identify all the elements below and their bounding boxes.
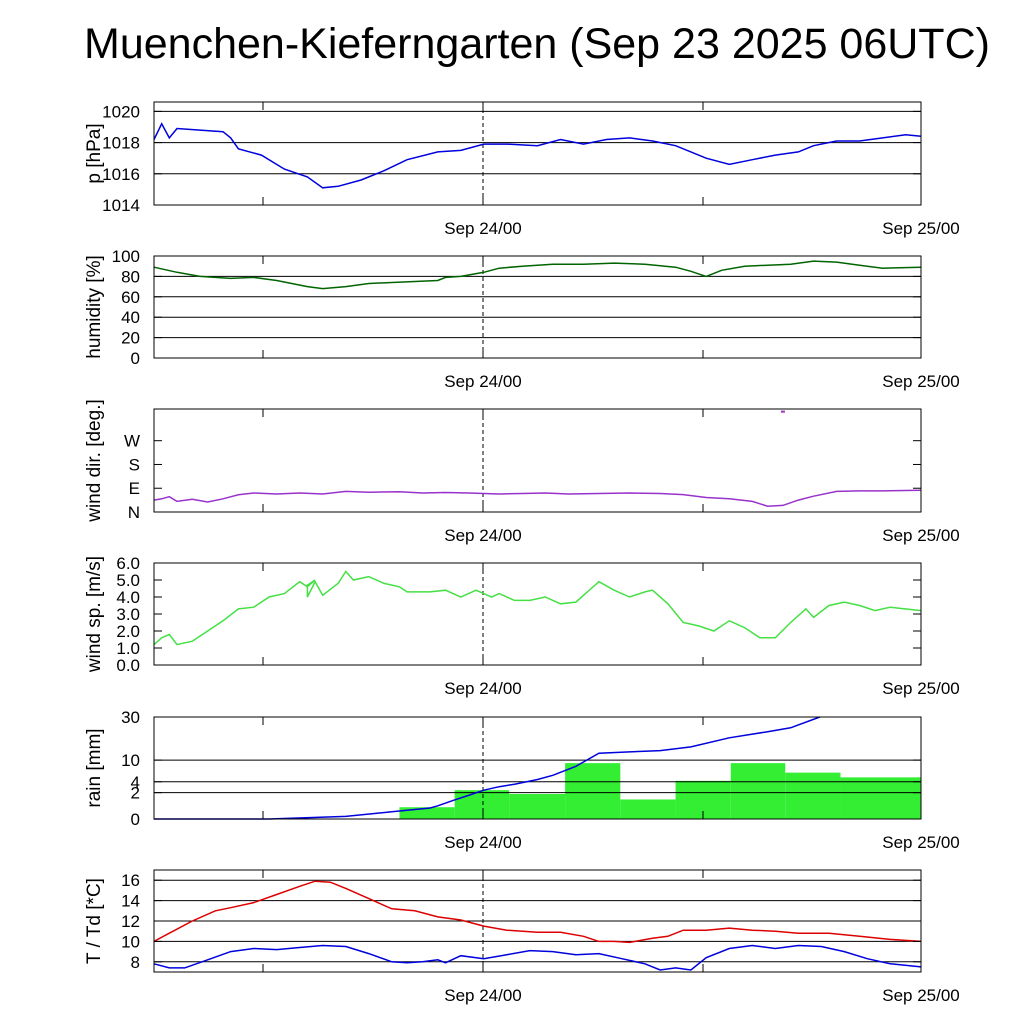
y-tick-label: N	[128, 503, 140, 522]
y-tick-label: 1.0	[116, 639, 140, 658]
y-axis-label: wind dir. [deg.]	[84, 399, 105, 523]
y-tick-label: 100	[112, 247, 140, 266]
panel-frame	[153, 562, 922, 666]
y-tick-label: 30	[121, 708, 140, 727]
y-tick-label: 1020	[102, 102, 140, 121]
x-tick-label: Sep 24/00	[444, 372, 522, 391]
y-axis-label: p [hPa]	[84, 123, 105, 183]
panel-frame	[153, 716, 922, 820]
series-line-pressure-0	[153, 122, 922, 189]
y-tick-label: 4.0	[116, 588, 140, 607]
x-tick-label: Sep 25/00	[882, 372, 960, 391]
y-tick-label: 20	[121, 329, 140, 348]
series-line-wind_speed-0	[153, 570, 922, 646]
x-tick-label: Sep 24/00	[444, 526, 522, 545]
panel-frame	[153, 408, 922, 513]
chart-title: Muenchen-Kieferngarten (Sep 23 2025 06UT…	[84, 20, 990, 68]
y-axis-label: wind sp. [m/s]	[84, 556, 105, 673]
y-tick-label: 1014	[102, 196, 140, 215]
series-line-temperature-1	[153, 944, 922, 971]
y-tick-label: 0.0	[116, 656, 140, 675]
panel-frame	[153, 255, 922, 359]
y-tick-label: W	[124, 432, 140, 451]
y-tick-label: 40	[121, 308, 140, 327]
x-tick-label: Sep 25/00	[882, 219, 960, 238]
rain-bar-6	[730, 763, 786, 819]
rain-bar-8	[840, 777, 921, 819]
panel-pressure: 1014 1016 1018 1020 Sep 24/00 Sep 25/00 p [hPa…	[84, 101, 960, 238]
y-tick-label: 5.0	[116, 571, 140, 590]
y-tick-label: 60	[121, 288, 140, 307]
x-tick-label: Sep 25/00	[882, 986, 960, 1005]
rain-bar-4	[620, 799, 676, 819]
rain-bar-2	[509, 794, 566, 819]
series-line-humidity-0	[153, 260, 922, 290]
y-axis-label: T / Td [*C]	[84, 878, 105, 964]
x-tick-label: Sep 25/00	[882, 526, 960, 545]
y-tick-label: 8	[131, 953, 140, 972]
y-tick-label: 2.0	[116, 622, 140, 641]
y-tick-label: 3.0	[116, 605, 140, 624]
y-tick-label: 14	[121, 892, 140, 911]
x-tick-label: Sep 25/00	[882, 833, 960, 852]
y-tick-label: 0	[131, 349, 140, 368]
rain-bar-0	[399, 807, 455, 819]
x-tick-label: Sep 24/00	[444, 679, 522, 698]
series-line-temperature-0	[153, 880, 922, 944]
y-tick-label: S	[129, 455, 140, 474]
panel-wind_speed: 0.01.02.03.04.05.06.0 Sep 24/00 Sep 25/00 w…	[84, 554, 960, 698]
y-tick-label: 1018	[102, 134, 140, 153]
y-tick-label: 10	[121, 932, 140, 951]
y-tick-label: 12	[121, 912, 140, 931]
y-tick-label: 10	[121, 751, 140, 770]
series-line-wind_dir-0	[153, 489, 922, 507]
panel-rain: 0 24 10 30 Sep 24/00 Sep 25/00 rain [mm]	[84, 708, 960, 852]
y-tick-label: 0	[131, 810, 140, 829]
y-tick-label: 1016	[102, 165, 140, 184]
y-tick-label: 16	[121, 871, 140, 890]
x-tick-label: Sep 24/00	[444, 219, 522, 238]
y-tick-label: 2	[131, 784, 140, 803]
rain-bar-3	[565, 763, 621, 819]
y-axis-label: humidity [%]	[84, 255, 105, 358]
y-tick-label: 80	[121, 267, 140, 286]
y-axis-label: rain [mm]	[84, 728, 105, 807]
series-line-rain-0	[154, 716, 821, 820]
rain-bar-7	[785, 772, 841, 819]
y-tick-label: 6.0	[116, 554, 140, 573]
rain-bar-1	[454, 790, 510, 819]
y-tick-label: 4	[131, 773, 140, 792]
x-tick-label: Sep 25/00	[882, 679, 960, 698]
x-tick-label: Sep 24/00	[444, 833, 522, 852]
x-tick-label: Sep 24/00	[444, 986, 522, 1005]
y-tick-label: E	[129, 479, 140, 498]
panel-frame	[153, 101, 922, 206]
